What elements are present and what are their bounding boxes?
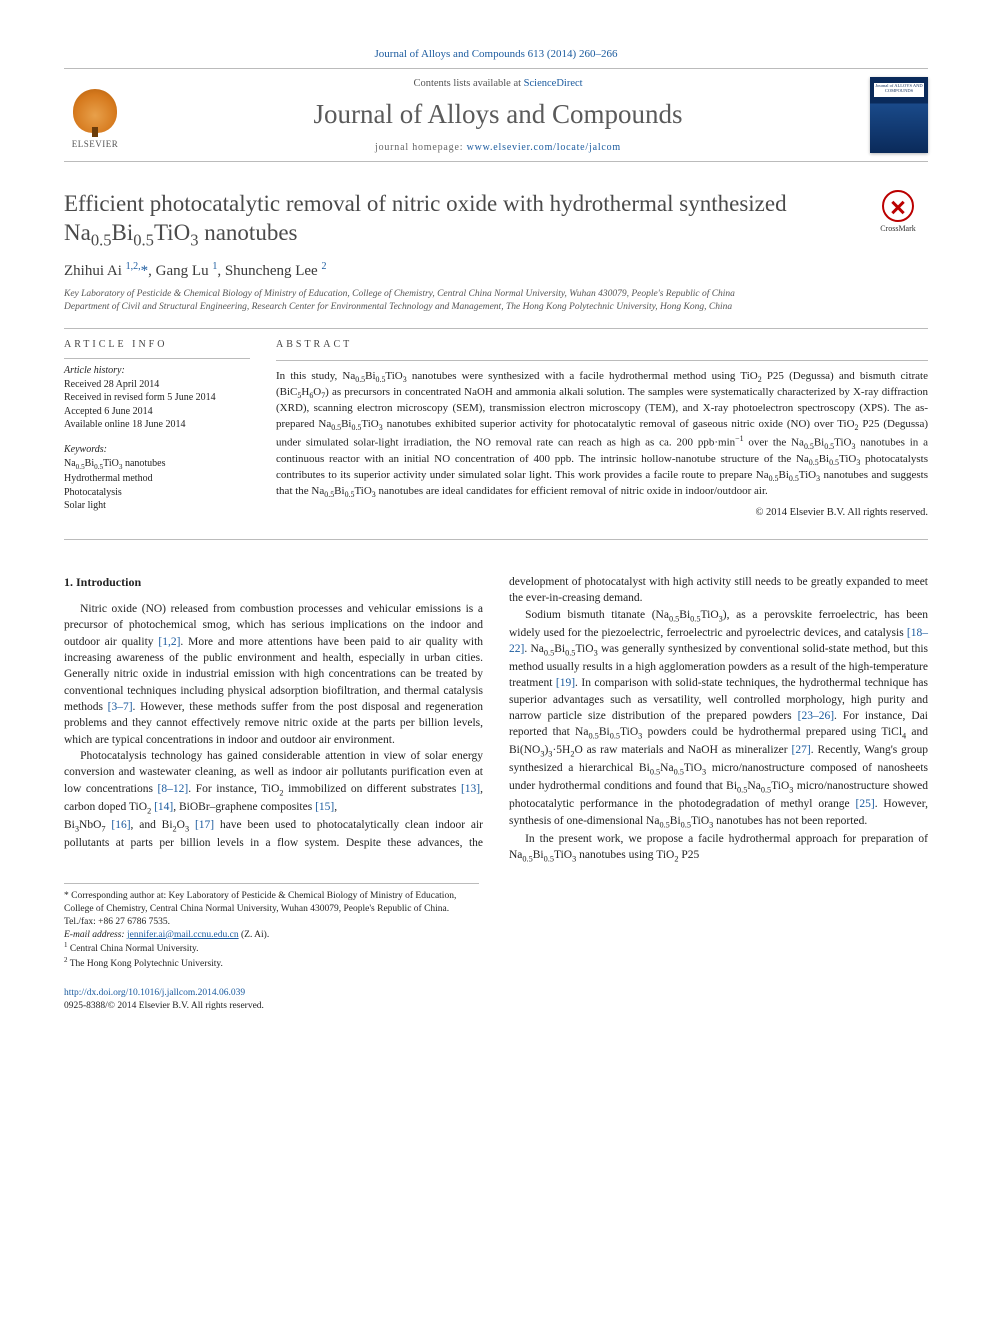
elsevier-tree-icon	[73, 89, 117, 133]
divider	[64, 358, 250, 359]
contents-line: Contents lists available at ScienceDirec…	[126, 78, 870, 89]
cover-thumb-text: Journal of ALLOYS AND COMPOUNDS	[870, 84, 928, 94]
journal-banner: ELSEVIER Contents lists available at Sci…	[64, 68, 928, 162]
email-link[interactable]: jennifer.ai@mail.ccnu.edu.cn	[127, 930, 239, 940]
abstract-column: ABSTRACT In this study, Na0.5Bi0.5TiO3 n…	[276, 339, 928, 525]
body-paragraph: Nitric oxide (NO) released from combusti…	[64, 601, 483, 748]
banner-center: Contents lists available at ScienceDirec…	[126, 78, 870, 153]
body-paragraph: Sodium bismuth titanate (Na0.5Bi0.5TiO3)…	[509, 607, 928, 831]
abstract-copyright: © 2014 Elsevier B.V. All rights reserved…	[276, 507, 928, 518]
article-info-column: ARTICLE INFO Article history: Received 2…	[64, 339, 250, 525]
section-heading: 1. Introduction	[64, 574, 483, 591]
affiliations: Key Laboratory of Pesticide & Chemical B…	[64, 288, 928, 314]
abstract-head: ABSTRACT	[276, 339, 928, 350]
homepage-pre: journal homepage:	[375, 142, 467, 153]
corresponding-author: * Corresponding author at: Key Laborator…	[64, 890, 479, 928]
journal-cover-thumb: Journal of ALLOYS AND COMPOUNDS	[870, 77, 928, 153]
article-title: Efficient photocatalytic removal of nitr…	[64, 190, 856, 251]
email-label: E-mail address:	[64, 930, 125, 940]
authors-line: Zhihui Ai 1,2,*, Gang Lu 1, Shuncheng Le…	[64, 261, 928, 280]
divider	[64, 539, 928, 540]
crossmark-widget[interactable]: CrossMark	[868, 190, 928, 233]
article-info-head: ARTICLE INFO	[64, 339, 250, 350]
affil-note-2: 2 The Hong Kong Polytechnic University.	[64, 956, 479, 971]
crossmark-label: CrossMark	[880, 224, 916, 233]
sciencedirect-link[interactable]: ScienceDirect	[524, 78, 583, 89]
affil-note-1: 1 Central China Normal University.	[64, 941, 479, 956]
doi-link[interactable]: http://dx.doi.org/10.1016/j.jallcom.2014…	[64, 988, 245, 998]
divider	[64, 328, 928, 329]
abstract-text: In this study, Na0.5Bi0.5TiO3 nanotubes …	[276, 369, 928, 501]
body-paragraph: Photocatalysis technology has gained con…	[64, 748, 483, 817]
history-label: Article history:	[64, 365, 250, 376]
contents-pre: Contents lists available at	[413, 78, 523, 89]
journal-reference: Journal of Alloys and Compounds 613 (201…	[64, 48, 928, 60]
keywords-list: Na0.5Bi0.5TiO3 nanotubesHydrothermal met…	[64, 457, 250, 513]
email-who: (Z. Ai).	[241, 930, 269, 940]
footnotes: * Corresponding author at: Key Laborator…	[64, 883, 479, 971]
publisher-logo: ELSEVIER	[64, 81, 126, 149]
body-text: 1. Introduction Nitric oxide (NO) releas…	[64, 574, 928, 865]
keywords-label: Keywords:	[64, 444, 250, 455]
homepage-line: journal homepage: www.elsevier.com/locat…	[126, 142, 870, 153]
footer-block: http://dx.doi.org/10.1016/j.jallcom.2014…	[64, 987, 928, 1013]
divider	[276, 360, 928, 361]
publisher-name: ELSEVIER	[72, 139, 119, 149]
issn-copyright: 0925-8388/© 2014 Elsevier B.V. All right…	[64, 1001, 264, 1011]
crossmark-icon	[882, 190, 914, 222]
journal-name: Journal of Alloys and Compounds	[126, 99, 870, 130]
history-dates: Received 28 April 2014Received in revise…	[64, 378, 250, 432]
homepage-link[interactable]: www.elsevier.com/locate/jalcom	[467, 142, 621, 153]
body-paragraph: In the present work, we propose a facile…	[509, 831, 928, 865]
email-line: E-mail address: jennifer.ai@mail.ccnu.ed…	[64, 929, 479, 942]
